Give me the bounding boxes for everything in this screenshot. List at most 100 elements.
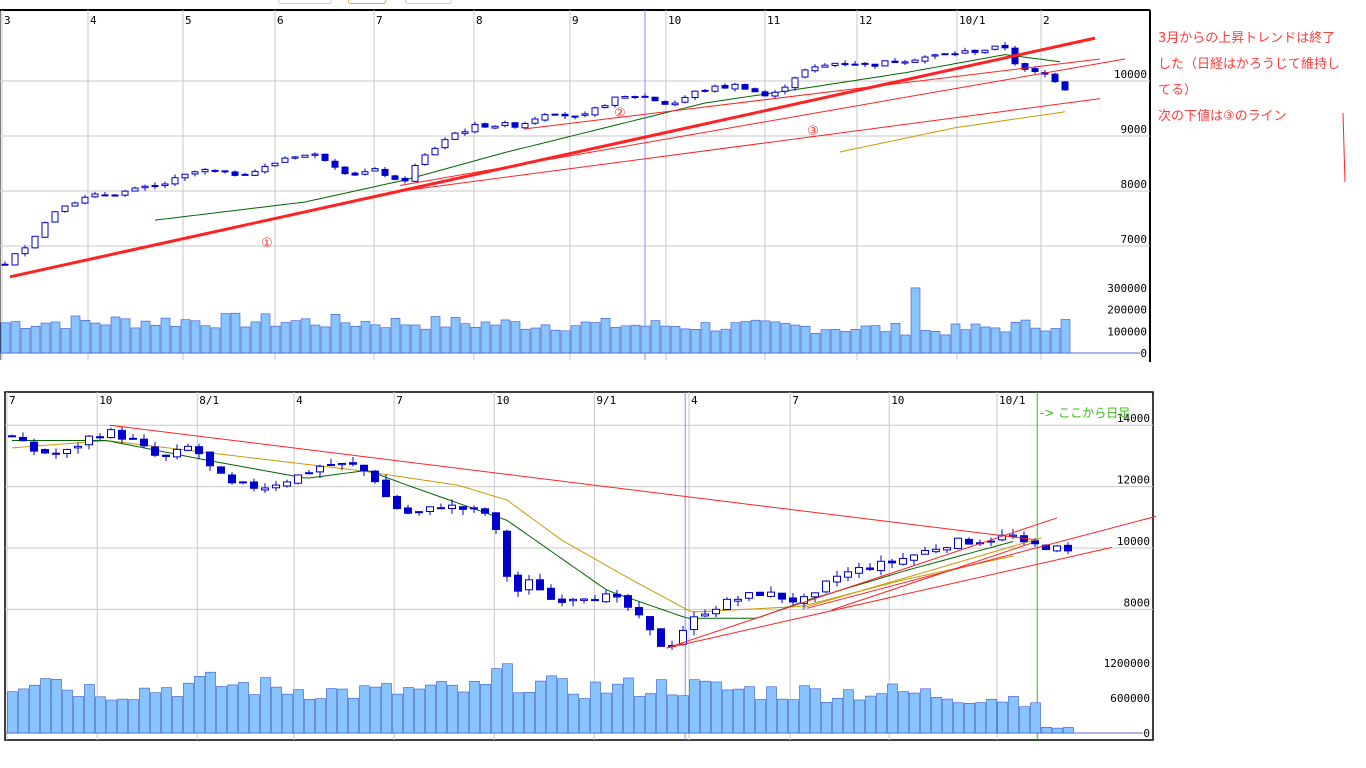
candle-down [30, 441, 38, 452]
volume-bar [502, 663, 513, 734]
volume-bar [90, 322, 101, 354]
volume-bar [403, 687, 414, 734]
lower-chart: 7 10 8/1 4 7 10 9/1 4 7 10 10/1 8000 10000 12000 14000… [4, 391, 1157, 741]
candle [899, 552, 907, 566]
candle-up [580, 598, 588, 601]
volume-tick-label: 300000 [1107, 282, 1147, 295]
volume-bar [1040, 330, 1051, 354]
candle-up [690, 616, 698, 631]
volume-bar [1000, 331, 1011, 354]
volume-bar [601, 692, 612, 734]
candle-down [96, 436, 104, 439]
candle-down [866, 567, 874, 570]
candle [195, 443, 203, 460]
candle-up [421, 154, 429, 165]
candle-up [931, 54, 939, 57]
candle [382, 474, 390, 498]
candle [951, 51, 959, 57]
moving-average-short [12, 440, 1014, 619]
volume-bar [535, 680, 546, 734]
candle [822, 580, 830, 594]
y-tick-label: 8000 [1121, 178, 1148, 191]
volume-bar [630, 324, 641, 354]
volume-bar [953, 702, 964, 734]
candle [613, 589, 621, 603]
toolbar-button-1[interactable] [278, 0, 332, 4]
candle-up [181, 173, 189, 179]
volume-bar [690, 329, 701, 354]
candle-up [591, 107, 599, 116]
candle [351, 171, 359, 176]
candle-down [778, 592, 786, 600]
candle-up [899, 557, 907, 565]
candle-down [250, 481, 258, 489]
candle [751, 87, 759, 93]
trend-label-2: ② [614, 106, 626, 121]
candle-up [861, 62, 869, 65]
trend-line [109, 424, 1038, 541]
toolbar-button-2[interactable] [348, 0, 386, 4]
volume-tick-label: 600000 [1110, 692, 1150, 705]
volume-bar [931, 697, 942, 734]
candle [151, 182, 159, 190]
volume-bar [667, 694, 678, 734]
candle [941, 53, 949, 56]
candle [451, 131, 459, 140]
candle [228, 472, 236, 485]
volume-bar [326, 688, 337, 734]
candle-down [401, 177, 409, 182]
candle [781, 84, 789, 95]
volume-bar [1019, 706, 1030, 734]
candle [401, 176, 409, 184]
candle-down [789, 597, 797, 603]
daily-marker-label: -> ここから日足 [1040, 406, 1131, 420]
candle [861, 62, 869, 68]
trend-line [807, 515, 1157, 609]
volume-bar [645, 693, 656, 734]
candle [151, 441, 159, 458]
volume-bar [315, 698, 326, 734]
volume-bar [880, 331, 891, 354]
y-tick-label: 7000 [1121, 233, 1148, 246]
candle-up [21, 247, 29, 255]
x-tick-label: 7 [9, 394, 16, 407]
candle-up [431, 147, 439, 156]
volume-bar [359, 685, 370, 734]
volume-bar [240, 326, 251, 354]
candle [646, 616, 654, 636]
candle [141, 184, 149, 191]
candle-up [811, 592, 819, 598]
volume-bar [865, 695, 876, 734]
candle-down [591, 599, 599, 602]
candle [241, 172, 249, 176]
volume-bar [190, 320, 201, 354]
y-tick-label: 10000 [1117, 535, 1150, 548]
moving-average-long [839, 111, 1066, 153]
candle-down [741, 84, 749, 90]
volume-bar [491, 668, 502, 734]
volume-bar [1050, 328, 1061, 354]
volume-bar [590, 681, 601, 734]
toolbar-button-3[interactable] [405, 0, 452, 4]
volume-bar [964, 702, 975, 734]
candle [723, 597, 731, 610]
candle [789, 593, 797, 606]
volume-bar [70, 315, 81, 354]
volume-bar [733, 688, 744, 734]
volume-bar [128, 699, 139, 734]
candle-down [635, 607, 643, 616]
candle [932, 544, 940, 554]
candle [657, 628, 665, 647]
candle [415, 511, 423, 516]
candle [761, 90, 769, 97]
candle [514, 571, 522, 597]
candle-up [734, 598, 742, 602]
candle-up [961, 50, 969, 54]
candle-up [85, 435, 93, 446]
drawn-line-mark [1342, 112, 1346, 183]
volume-bar [117, 698, 128, 734]
volume-tick-label: 0 [1140, 347, 1147, 360]
candle [361, 168, 369, 176]
volume-bar [310, 324, 321, 354]
x-tick-label: 4 [296, 394, 303, 407]
